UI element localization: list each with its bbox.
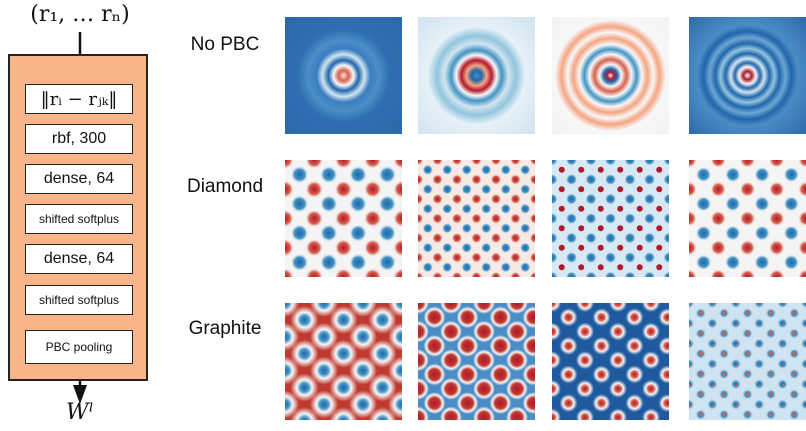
input-label: (r₁, … rₙ) — [30, 2, 130, 27]
filter-graphite-1 — [285, 303, 402, 420]
shifted-softplus-layer-1: shifted softplus — [25, 204, 133, 234]
row-label-no-pbc: No PBC — [190, 34, 260, 55]
filter-diamond-2 — [418, 160, 535, 277]
row-label-graphite: Graphite — [188, 318, 262, 339]
filter-graphite-2 — [418, 303, 535, 420]
pbc-pooling-layer: PBC pooling — [25, 330, 133, 364]
dense-layer-1: dense, 64 — [25, 164, 133, 194]
shifted-softplus-layer-2: shifted softplus — [25, 285, 133, 315]
filter-graphite-4 — [689, 303, 806, 420]
filter-nopbc-2 — [418, 17, 535, 134]
filter-diamond-3 — [552, 160, 669, 277]
filter-nopbc-3 — [552, 17, 669, 134]
filter-nopbc-4 — [689, 17, 806, 134]
row-label-diamond: Diamond — [186, 176, 264, 197]
filter-diamond-4 — [689, 160, 806, 277]
distance-layer: ‖rᵢ − rⱼₖ‖ — [25, 84, 133, 114]
filter-nopbc-1 — [285, 17, 402, 134]
filter-graphite-3 — [552, 303, 669, 420]
rbf-layer: rbf, 300 — [25, 124, 133, 154]
filter-diamond-1 — [285, 160, 402, 277]
dense-layer-2: dense, 64 — [25, 244, 133, 274]
output-label: Wˡ — [66, 400, 94, 425]
